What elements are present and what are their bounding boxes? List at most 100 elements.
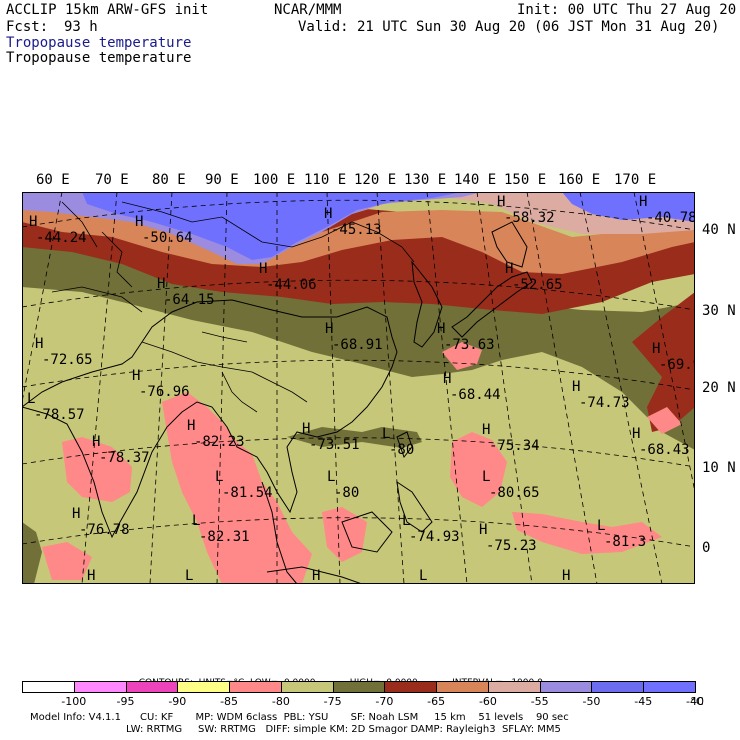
extremum-value: -80.65 — [489, 485, 540, 501]
high-marker: H — [652, 341, 660, 357]
extremum-value: -68.44 — [450, 387, 501, 403]
field-band-minus75-west — [22, 522, 42, 584]
colorbar-tick: -70 — [375, 695, 394, 708]
extremum-value: -50.64 — [142, 230, 193, 246]
lon-label: 120 E — [354, 172, 397, 188]
init-time: Init: 00 UTC Thu 27 Aug 20 — [517, 2, 737, 18]
extremum-value: -76.78 — [79, 522, 130, 538]
field-band-minus85 — [42, 342, 682, 584]
high-marker: H — [135, 214, 143, 230]
high-marker: H — [639, 194, 647, 210]
lon-label: 140 E — [454, 172, 497, 188]
colorbar-swatch — [73, 681, 127, 693]
colorbar-tick: -75 — [323, 695, 342, 708]
colorbar-tick: -45 — [634, 695, 653, 708]
extremum-value: -76.96 — [139, 384, 190, 400]
colorbar-swatch — [643, 681, 696, 693]
extremum-value: -73.63 — [444, 337, 495, 353]
colorbar-swatch — [22, 681, 75, 693]
extremum-value: -68.43 — [639, 442, 690, 458]
low-marker: L — [482, 469, 490, 485]
high-marker: H — [505, 261, 513, 277]
colorbar-swatch — [384, 681, 438, 693]
lon-label: 70 E — [95, 172, 129, 188]
colorbar-tick: -90 — [168, 695, 187, 708]
extremum-value: -44.24 — [36, 230, 87, 246]
colorbar-swatch — [177, 681, 231, 693]
high-marker: H — [312, 568, 320, 584]
valid-time: Valid: 21 UTC Sun 30 Aug 20 (06 JST Mon … — [298, 19, 720, 35]
colorbar-tick: -50 — [582, 695, 601, 708]
country-borders — [51, 201, 415, 413]
lon-label: 170 E — [614, 172, 657, 188]
high-marker: H — [132, 368, 140, 384]
low-marker: L — [27, 391, 35, 407]
high-marker: H — [482, 422, 490, 438]
high-marker: H — [187, 418, 195, 434]
high-marker: H — [29, 214, 37, 230]
extremum-value: -74.73 — [579, 395, 630, 411]
extremum-value: -45.13 — [331, 222, 382, 238]
colorbar-tick: -80 — [271, 695, 290, 708]
field-band-minus70-east — [632, 292, 695, 432]
field-band-minus45 — [82, 192, 462, 260]
extremum-value: -68.91 — [332, 337, 383, 353]
high-marker: H — [324, 206, 332, 222]
extremum-value: -78.57 — [34, 407, 85, 423]
extremum-value: -80 — [334, 485, 359, 501]
colorbar-swatch — [229, 681, 282, 693]
extremum-value: -72.65 — [42, 352, 93, 368]
field-title-secondary: Tropopause temperature — [6, 50, 192, 66]
colorbar-unit: °C — [690, 695, 704, 708]
lon-label: 160 E — [558, 172, 601, 188]
colorbar-tick: -65 — [427, 695, 446, 708]
physics-info-line: LW: RRTMG SW: RRTMG DIFF: simple KM: 2D … — [126, 724, 561, 735]
low-marker: L — [185, 568, 193, 584]
colorbar-swatch — [539, 681, 593, 693]
extremum-value: -40.78 — [646, 210, 695, 226]
extremum-value: -73.51 — [309, 437, 360, 453]
colorbar-swatch — [591, 681, 645, 693]
colorbar-swatch — [125, 681, 179, 693]
extremum-value: -81.3 — [604, 534, 646, 550]
extremum-value: -75.34 — [489, 438, 540, 454]
lon-label: 130 E — [404, 172, 447, 188]
low-marker: L — [597, 518, 605, 534]
colorbar-swatch — [280, 681, 334, 693]
high-marker: H — [572, 379, 580, 395]
colorbar-tick: -60 — [478, 695, 497, 708]
lat-label: 0 — [702, 540, 711, 556]
extremum-value: -74.93 — [409, 529, 460, 545]
low-marker: L — [327, 469, 335, 485]
extremum-value: -81.54 — [222, 485, 273, 501]
graticule — [22, 192, 695, 584]
lat-label: 40 N — [702, 222, 736, 238]
lon-label: 80 E — [152, 172, 186, 188]
high-marker: H — [443, 371, 451, 387]
lon-label: 150 E — [504, 172, 547, 188]
low-marker: L — [419, 568, 427, 584]
fcst-hours: 93 h — [64, 19, 98, 35]
high-marker: H — [87, 568, 95, 584]
high-marker: H — [35, 336, 43, 352]
high-marker: H — [632, 426, 640, 442]
high-marker: H — [497, 194, 505, 210]
tropopause-map: H-44.24H-50.64H-45.13H-58.32H-40.78H-44.… — [22, 192, 695, 584]
extrema-labels: H-44.24H-50.64H-45.13H-58.32H-40.78H-44.… — [27, 194, 695, 584]
coastlines — [22, 221, 533, 584]
lat-label: 30 N — [702, 303, 736, 319]
extremum-value: -69.9 — [659, 357, 695, 373]
low-marker: L — [402, 513, 410, 529]
extremum-value: -82.23 — [194, 434, 245, 450]
high-marker: H — [302, 421, 310, 437]
colorbar-swatch — [332, 681, 386, 693]
high-marker: H — [562, 568, 570, 584]
extremum-value: -78.37 — [99, 450, 150, 466]
low-marker: L — [192, 513, 200, 529]
model-title: ACCLIP 15km ARW-GFS init — [6, 2, 209, 18]
colorbar-swatch — [436, 681, 489, 693]
colorbar-tick: -85 — [220, 695, 239, 708]
extremum-value: -80 — [389, 442, 414, 458]
org-label: NCAR/MMM — [274, 2, 342, 18]
fcst-label: Fcst: — [6, 19, 49, 35]
